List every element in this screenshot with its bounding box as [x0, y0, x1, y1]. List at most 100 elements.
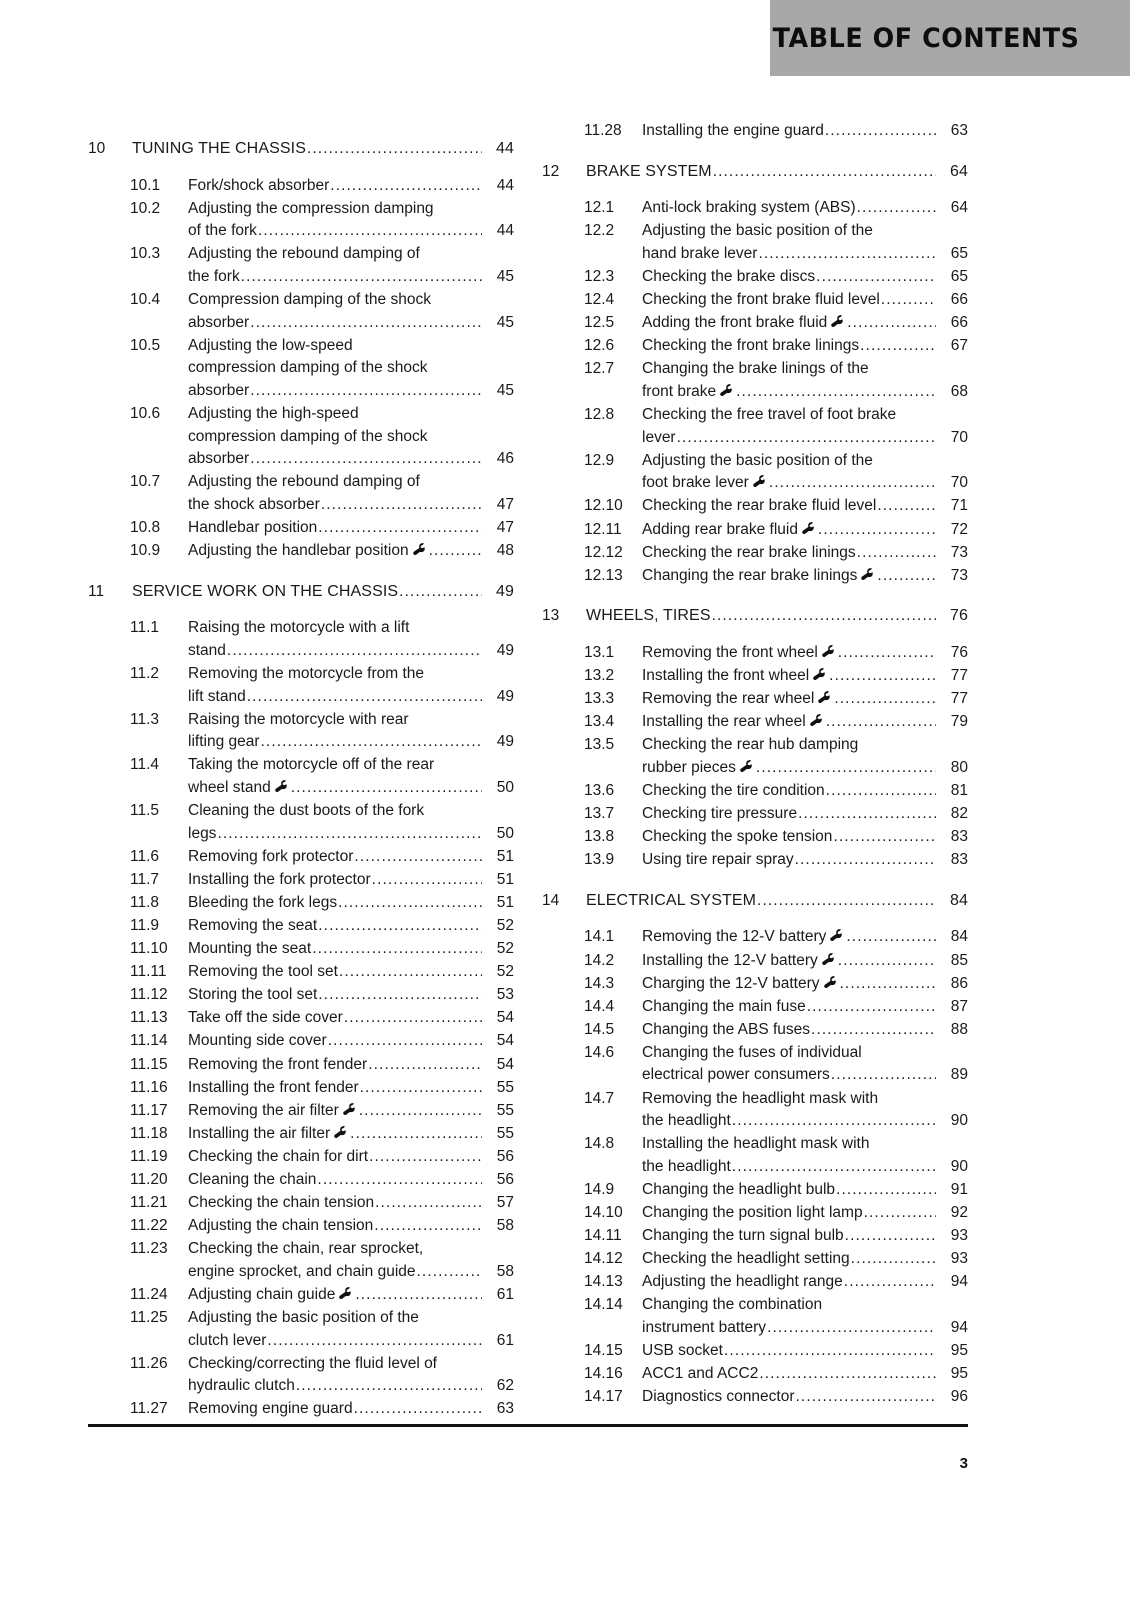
toc-section-entry[interactable]: 14.5 Changing the ABS fuses 88	[542, 1019, 968, 1042]
toc-section-entry[interactable]: 11.17 Removing the air filter 55	[88, 1100, 514, 1123]
toc-section-entry[interactable]: 14.15 USB socket 95	[542, 1340, 968, 1363]
toc-entry-body: Installing the front wheel 77	[642, 665, 968, 688]
toc-chapter-entry[interactable]: 12 BRAKE SYSTEM 64	[542, 161, 968, 184]
toc-section-entry[interactable]: 13.5 Checking the rear hub damping rubber …	[542, 734, 968, 779]
toc-section-entry[interactable]: 13.8 Checking the spoke tension 83	[542, 826, 968, 849]
toc-section-entry[interactable]: 13.2 Installing the front wheel 77	[542, 665, 968, 688]
toc-section-entry[interactable]: 14.2 Installing the 12-V battery 85	[542, 950, 968, 973]
toc-section-entry[interactable]: 14.6 Changing the fuses of individual elec…	[542, 1042, 968, 1087]
toc-entry-line: lever 70	[642, 427, 968, 450]
toc-section-entry[interactable]: 14.8 Installing the headlight mask with th…	[542, 1133, 968, 1178]
toc-section-entry[interactable]: 12.9 Adjusting the basic position of the f…	[542, 450, 968, 495]
toc-section-entry[interactable]: 11.10 Mounting the seat 52	[88, 938, 514, 961]
toc-section-entry[interactable]: 10.3 Adjusting the rebound damping of the …	[88, 243, 514, 288]
toc-entry-line: rubber pieces 80	[642, 757, 968, 780]
toc-chapter-entry[interactable]: 14 ELECTRICAL SYSTEM 84	[542, 890, 968, 913]
toc-entry-number: 13.8	[584, 828, 615, 846]
toc-section-entry[interactable]: 13.6 Checking the tire condition 81	[542, 780, 968, 803]
toc-section-entry[interactable]: 13.1 Removing the front wheel 76	[542, 642, 968, 665]
toc-section-entry[interactable]: 11.1 Raising the motorcycle with a lift st…	[88, 617, 514, 662]
toc-entry-title: Installing the fork protector	[188, 870, 371, 888]
toc-entry-body: Checking/correcting the fluid level of hy…	[188, 1353, 514, 1398]
toc-section-entry[interactable]: 10.2 Adjusting the compression damping of …	[88, 198, 514, 243]
toc-section-entry[interactable]: 11.26 Checking/correcting the fluid level…	[88, 1353, 514, 1398]
toc-section-entry[interactable]: 13.7 Checking tire pressure 82	[542, 803, 968, 826]
toc-section-entry[interactable]: 12.12 Checking the rear brake linings 73	[542, 542, 968, 565]
toc-page-ref: 52	[496, 940, 514, 958]
toc-section-entry[interactable]: 11.11 Removing the tool set 52	[88, 961, 514, 984]
toc-section-entry[interactable]: 11.3 Raising the motorcycle with rear lift…	[88, 709, 514, 754]
toc-section-entry[interactable]: 11.7 Installing the fork protector 51	[88, 869, 514, 892]
toc-section-entry[interactable]: 12.2 Adjusting the basic position of the h…	[542, 220, 968, 265]
toc-section-entry[interactable]: 11.2 Removing the motorcycle from the lift…	[88, 663, 514, 708]
toc-section-entry[interactable]: 12.5 Adding the front brake fluid 66	[542, 312, 968, 335]
toc-section-entry[interactable]: 14.12 Checking the headlight setting 93	[542, 1248, 968, 1271]
toc-section-entry[interactable]: 11.27 Removing engine guard 63	[88, 1398, 514, 1421]
toc-section-entry[interactable]: 10.6 Adjusting the high-speed compression …	[88, 403, 514, 471]
toc-section-entry[interactable]: 14.16 ACC1 and ACC2 95	[542, 1363, 968, 1386]
toc-section-entry[interactable]: 10.9 Adjusting the handlebar position 48	[88, 540, 514, 563]
toc-section-entry[interactable]: 13.9 Using tire repair spray 83	[542, 849, 968, 872]
toc-section-entry[interactable]: 11.23 Checking the chain, rear sprocket, e…	[88, 1238, 514, 1283]
toc-section-entry[interactable]: 10.8 Handlebar position 47	[88, 517, 514, 540]
toc-chapter-entry[interactable]: 11 SERVICE WORK ON THE CHASSIS 49	[88, 581, 514, 604]
toc-section-entry[interactable]: 11.22 Adjusting the chain tension 58	[88, 1215, 514, 1238]
toc-section-entry[interactable]: 12.7 Changing the brake linings of the fro…	[542, 358, 968, 403]
toc-chapter-entry[interactable]: 10 TUNING THE CHASSIS 44	[88, 138, 514, 161]
toc-section-entry[interactable]: 12.3 Checking the brake discs 65	[542, 266, 968, 289]
toc-page-ref: 52	[496, 917, 514, 934]
toc-section-entry[interactable]: 11.16 Installing the front fender 55	[88, 1077, 514, 1100]
toc-section-entry[interactable]: 11.4 Taking the motorcycle off of the rea…	[88, 754, 514, 799]
toc-section-entry[interactable]: 11.9 Removing the seat 52	[88, 915, 514, 938]
toc-section-entry[interactable]: 11.14 Mounting side cover 54	[88, 1030, 514, 1053]
toc-entry-line: Fork/shock absorber 44	[188, 175, 514, 198]
toc-section-entry[interactable]: 11.19 Checking the chain for dirt 56	[88, 1146, 514, 1169]
toc-section-entry[interactable]: 14.11 Changing the turn signal bulb 93	[542, 1225, 968, 1248]
toc-leader-dots	[338, 892, 482, 915]
toc-section-entry[interactable]: 10.1 Fork/shock absorber 44	[88, 175, 514, 198]
toc-section-entry[interactable]: 12.6 Checking the front brake linings 67	[542, 335, 968, 358]
toc-entry-line: Anti-lock braking system (ABS) 64	[642, 197, 968, 220]
toc-section-entry[interactable]: 13.4 Installing the rear wheel 79	[542, 711, 968, 734]
toc-section-entry[interactable]: 13.3 Removing the rear wheel 77	[542, 688, 968, 711]
toc-section-entry[interactable]: 11.24 Adjusting chain guide 61	[88, 1284, 514, 1307]
toc-chapter-entry[interactable]: 13 WHEELS, TIRES 76	[542, 605, 968, 628]
toc-section-entry[interactable]: 11.20 Cleaning the chain 56	[88, 1169, 514, 1192]
toc-section-entry[interactable]: 14.17 Diagnostics connector 96	[542, 1386, 968, 1409]
toc-section-entry[interactable]: 14.1 Removing the 12-V battery 84	[542, 926, 968, 949]
wrench-icon	[831, 315, 845, 328]
toc-section-entry[interactable]: 10.5 Adjusting the low-speed compression d…	[88, 335, 514, 403]
toc-section-entry[interactable]: 11.8 Bleeding the fork legs 51	[88, 892, 514, 915]
toc-section-entry[interactable]: 11.6 Removing fork protector 51	[88, 846, 514, 869]
toc-section-entry[interactable]: 14.7 Removing the headlight mask with the …	[542, 1088, 968, 1133]
toc-section-entry[interactable]: 12.1 Anti-lock braking system (ABS) 64	[542, 197, 968, 220]
toc-section-entry[interactable]: 11.28 Installing the engine guard 63	[542, 120, 968, 143]
toc-section-entry[interactable]: 14.3 Charging the 12-V battery 86	[542, 973, 968, 996]
toc-page-ref: 93	[950, 1227, 968, 1245]
toc-section-entry[interactable]: 14.14 Changing the combination instrument …	[542, 1294, 968, 1339]
toc-leader-dots	[217, 823, 482, 846]
toc-section-entry[interactable]: 12.8 Checking the free travel of foot bra…	[542, 404, 968, 449]
toc-section-entry[interactable]: 14.13 Adjusting the headlight range 94	[542, 1271, 968, 1294]
toc-section-entry[interactable]: 11.15 Removing the front fender 54	[88, 1054, 514, 1077]
toc-section-entry[interactable]: 12.4 Checking the front brake fluid level…	[542, 289, 968, 312]
toc-section-entry[interactable]: 11.25 Adjusting the basic position of the…	[88, 1307, 514, 1352]
toc-section-entry[interactable]: 11.18 Installing the air filter 55	[88, 1123, 514, 1146]
toc-section-entry[interactable]: 14.10 Changing the position light lamp 92	[542, 1202, 968, 1225]
toc-section-entry[interactable]: 14.9 Changing the headlight bulb 91	[542, 1179, 968, 1202]
toc-section-entry[interactable]: 12.13 Changing the rear brake linings 73	[542, 565, 968, 588]
toc-section-entry[interactable]: 12.10 Checking the rear brake fluid level…	[542, 495, 968, 518]
toc-entry-line: Removing the front wheel 76	[642, 642, 968, 665]
toc-section-entry[interactable]: 10.4 Compression damping of the shock abso…	[88, 289, 514, 334]
toc-entry-line: Checking tire pressure 82	[642, 803, 968, 826]
toc-section-entry[interactable]: 11.12 Storing the tool set 53	[88, 984, 514, 1007]
toc-section-entry[interactable]: 11.5 Cleaning the dust boots of the fork l…	[88, 800, 514, 845]
toc-entry-body: Taking the motorcycle off of the rear whe…	[188, 754, 514, 799]
toc-section-entry[interactable]: 14.4 Changing the main fuse 87	[542, 996, 968, 1019]
toc-section-entry[interactable]: 10.7 Adjusting the rebound damping of the …	[88, 471, 514, 516]
toc-leader-dots	[354, 1398, 482, 1421]
toc-section-entry[interactable]: 11.13 Take off the side cover 54	[88, 1007, 514, 1030]
toc-section-entry[interactable]: 12.11 Adding rear brake fluid 72	[542, 519, 968, 542]
toc-entry-line: engine sprocket, and chain guide 58	[188, 1261, 514, 1284]
toc-section-entry[interactable]: 11.21 Checking the chain tension 57	[88, 1192, 514, 1215]
